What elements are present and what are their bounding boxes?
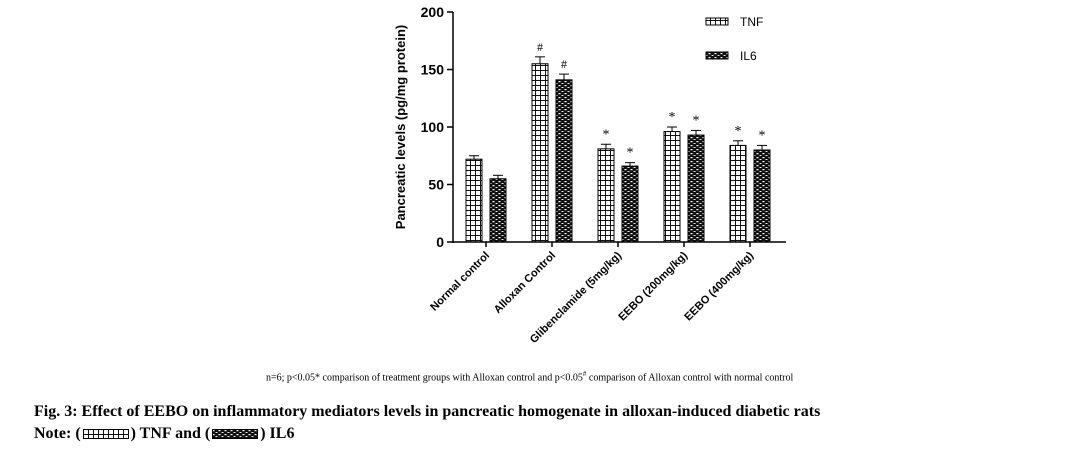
footnote-text-a: n=6; p<0.05* comparison of treatment gro… [266, 372, 583, 384]
bar-tnf [663, 131, 681, 243]
significance-marker: * [735, 124, 742, 139]
legend-swatch-tnf [705, 17, 729, 26]
note-tnf: ) TNF and ( [130, 425, 211, 442]
x-tick-label: EEBO (400mg/kg) [682, 249, 756, 323]
significance-marker: * [603, 127, 610, 142]
bar-tnf [531, 63, 549, 243]
bar-tnf [465, 158, 483, 243]
footnote-superscript: # [582, 370, 587, 378]
significance-marker: * [627, 146, 634, 161]
caption-note: Note: ( ) TNF and ( ) IL6 [34, 423, 1064, 445]
bar-il6 [621, 165, 639, 243]
bar-tnf [729, 144, 747, 243]
legend-label-tnf: TNF [740, 15, 763, 29]
y-tick-label: 100 [421, 119, 445, 135]
y-tick-label: 0 [436, 234, 444, 250]
y-tick-label: 200 [421, 4, 445, 20]
bar-il6 [687, 134, 705, 243]
note-il6-swatch [212, 429, 259, 440]
figure-caption: Fig. 3: Effect of EEBO on inflammatory m… [34, 401, 1064, 445]
y-axis-label: Pancreatic levels (pg/mg protein) [393, 25, 408, 229]
footnote: n=6; p<0.05* comparison of treatment gro… [266, 370, 966, 383]
note-il6: ) IL6 [260, 425, 295, 442]
chart: 0 50 100 150 200 # # * * * * * * Normal control Allo… [393, 4, 786, 346]
legend: TNF IL6 [705, 15, 763, 63]
note-tnf-swatch [82, 429, 129, 440]
significance-marker: * [693, 113, 700, 128]
legend-label-il6: IL6 [740, 49, 757, 63]
y-axis: 0 50 100 150 200 [421, 4, 454, 250]
bar-il6 [753, 149, 771, 243]
x-tick-label: Normal control [428, 250, 492, 314]
bars: # # * * * * * * [465, 40, 771, 243]
x-axis: Normal control Alloxan ControlGlibenclami… [428, 241, 786, 346]
y-tick-label: 150 [421, 62, 445, 78]
x-tick-label: Alloxan Control [492, 250, 558, 316]
bar-il6 [555, 79, 573, 243]
bar-il6 [489, 178, 507, 243]
x-tick-label: EEBO (200mg/kg) [616, 249, 690, 323]
note-prefix: Note: ( [34, 425, 81, 442]
footnote-text-b: comparison of Alloxan control with norma… [586, 372, 794, 384]
significance-marker: * [759, 128, 766, 143]
bar-tnf [597, 148, 615, 243]
significance-marker: # [561, 57, 567, 71]
y-tick-label: 50 [428, 177, 444, 193]
caption-title: Fig. 3: Effect of EEBO on inflammatory m… [34, 403, 821, 420]
significance-marker: # [537, 40, 543, 54]
legend-swatch-il6 [705, 51, 729, 60]
significance-marker: * [669, 110, 676, 125]
